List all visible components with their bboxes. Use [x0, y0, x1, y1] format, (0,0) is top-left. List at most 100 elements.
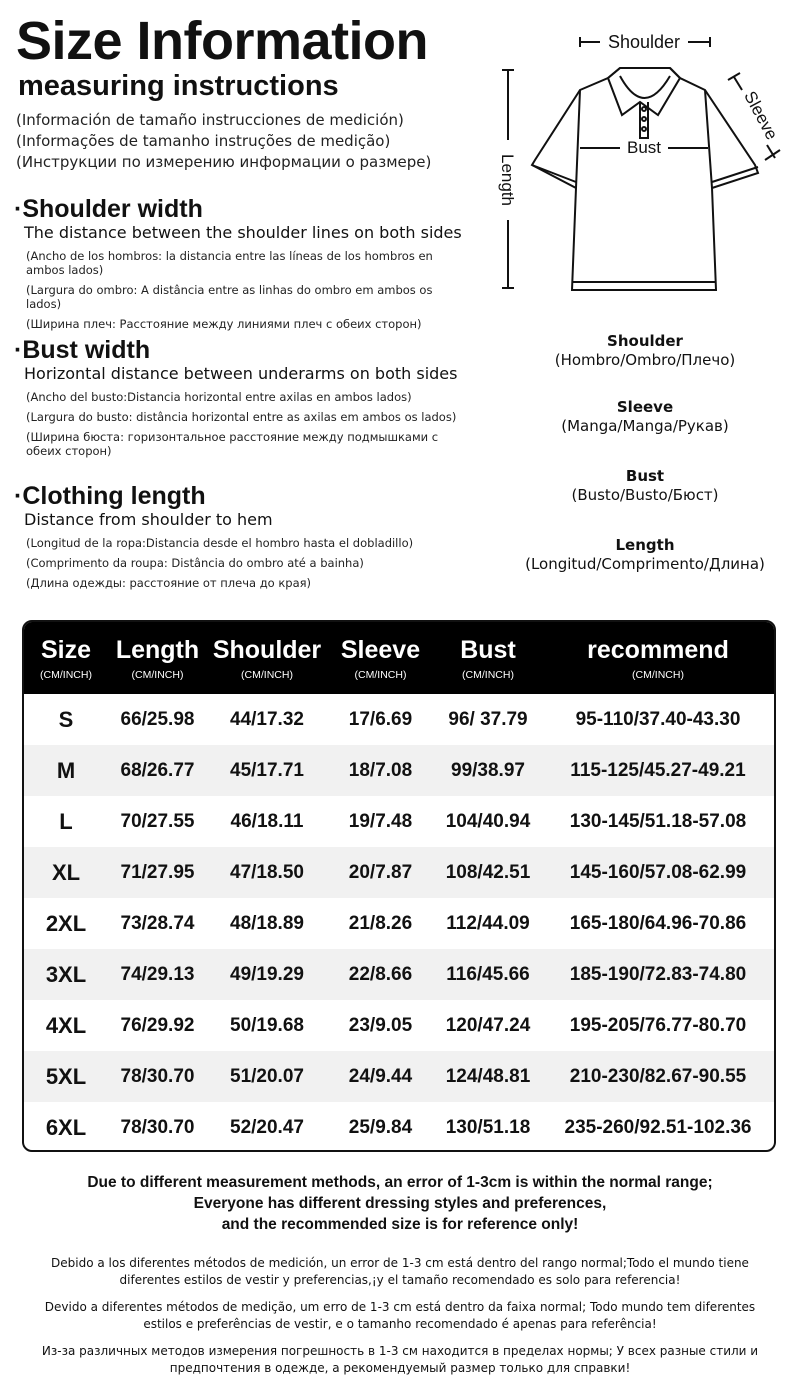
table-cell: 108/42.51	[445, 861, 531, 883]
section-tr-es: (Ancho de los hombros: la distancia entr…	[26, 249, 433, 277]
table-cell: 21/8.26	[348, 912, 413, 934]
section-title: ·Bust width	[14, 336, 151, 364]
table-cell: 112/44.09	[446, 912, 530, 934]
table-cell: 96/ 37.79	[448, 708, 528, 730]
section-desc: Distance from shoulder to hem	[24, 510, 273, 529]
note-en-1: Due to different measurement methods, an…	[87, 1174, 713, 1191]
table-cell: 73/28.74	[120, 912, 195, 934]
table-cell: 18/7.08	[348, 759, 413, 781]
column-header: recommend (CM/INCH)	[542, 636, 774, 681]
column-unit: (CM/INCH)	[632, 668, 684, 681]
column-title: Shoulder	[212, 635, 322, 664]
legend-name: Sleeve	[616, 398, 674, 416]
section-tr-pt: (Comprimento da roupa: Distância do ombr…	[26, 556, 364, 570]
table-cell: 104/40.94	[445, 810, 531, 832]
section-shoulder-width: ·Shoulder width The distance between the…	[14, 195, 464, 331]
size-cell: XL	[51, 859, 81, 885]
table-cell: 70/27.55	[120, 810, 195, 832]
size-cell: 4XL	[45, 1012, 87, 1038]
size-cell: L	[59, 808, 73, 834]
table-cell: 44/17.32	[230, 708, 304, 730]
column-unit: (CM/INCH)	[354, 668, 407, 681]
table-cell: 99/38.97	[451, 759, 525, 781]
table-cell: 115-125/45.27-49.21	[570, 759, 746, 781]
column-header: Sleeve (CM/INCH)	[327, 636, 434, 681]
subtitle-translations: (Información de tamaño instrucciones de …	[16, 110, 431, 173]
size-cell: S	[58, 706, 74, 732]
table-cell: 78/30.70	[120, 1065, 195, 1087]
table-row: S 66/25.98 44/17.32 17/6.69 96/ 37.79 95-110/…	[24, 694, 774, 745]
legend-length: Length (Longitud/Comprimento/Длина)	[500, 536, 790, 573]
table-cell: 51/20.07	[230, 1065, 304, 1087]
table-cell: 25/9.84	[348, 1116, 413, 1138]
section-tr-es: (Ancho del busto:Distancia horizontal en…	[26, 390, 412, 404]
table-cell: 95-110/37.40-43.30	[575, 708, 741, 730]
table-body: S 66/25.98 44/17.32 17/6.69 96/ 37.79 95-110/…	[24, 694, 774, 1150]
table-cell: 71/27.95	[120, 861, 195, 883]
table-row: M 68/26.77 45/17.71 18/7.08 99/38.97 115-125/…	[24, 745, 774, 796]
section-tr-es: (Longitud de la ropa:Distancia desde el …	[26, 536, 414, 550]
column-title: Sleeve	[340, 635, 421, 664]
table-cell: 48/18.89	[230, 912, 304, 934]
legend-sleeve: Sleeve (Manga/Manga/Рукав)	[500, 398, 790, 435]
note-en-3: and the recommended size is for referenc…	[221, 1216, 579, 1233]
polo-shirt-diagram: Shoulder Bust Length Sleeve	[498, 32, 781, 291]
table-cell: 22/8.66	[348, 963, 413, 985]
page-title: Size Information	[16, 11, 429, 71]
legend-translation: (Longitud/Comprimento/Длина)	[525, 555, 765, 573]
note-pt: Devido a diferentes métodos de medição, …	[44, 1300, 756, 1331]
table-row: XL 71/27.95 47/18.50 20/7.87 108/42.51 145-16…	[24, 847, 774, 898]
size-cell: 5XL	[45, 1063, 87, 1089]
column-title: recommend	[587, 635, 729, 664]
table-cell: 45/17.71	[230, 759, 304, 781]
section-tr-ru: (Длина одежды: расстояние от плеча до кр…	[26, 576, 312, 590]
section-title: ·Shoulder width	[14, 195, 203, 223]
column-title: Length	[115, 635, 200, 664]
table-row: 5XL 78/30.70 51/20.07 24/9.44 124/48.81 210-2…	[24, 1051, 774, 1102]
table-row: L 70/27.55 46/18.11 19/7.48 104/40.94 130-145…	[24, 796, 774, 847]
table-cell: 76/29.92	[120, 1014, 195, 1036]
table-cell: 17/6.69	[348, 708, 413, 730]
translation-pt: (Informações de tamanho instruções de me…	[16, 132, 391, 150]
legend-bust: Bust (Busto/Busto/Бюст)	[500, 467, 790, 504]
table-cell: 124/48.81	[445, 1065, 531, 1087]
length-label: Length	[498, 154, 517, 206]
column-header: Length (CM/INCH)	[108, 636, 207, 681]
table-row: 6XL 78/30.70 52/20.47 25/9.84 130/51.18 235-2…	[24, 1102, 774, 1150]
section-tr-pt: (Largura do busto: distância horizontal …	[26, 410, 457, 424]
table-cell: 74/29.13	[120, 963, 195, 985]
table-cell: 47/18.50	[230, 861, 304, 883]
note-en-2: Everyone has different dressing styles a…	[193, 1195, 607, 1212]
table-cell: 78/30.70	[120, 1116, 195, 1138]
table-cell: 49/19.29	[230, 963, 304, 985]
size-cell: 2XL	[45, 910, 87, 936]
column-header: Size (CM/INCH)	[24, 636, 108, 681]
section-tr-ru: (Ширина бюста: горизонтальное расстояние…	[26, 430, 439, 458]
size-cell: 6XL	[45, 1114, 87, 1140]
table-cell: 46/18.11	[230, 810, 304, 832]
table-cell: 165-180/64.96-70.86	[569, 912, 747, 934]
size-cell: 3XL	[45, 961, 87, 987]
column-title: Bust	[460, 635, 516, 664]
table-row: 4XL 76/29.92 50/19.68 23/9.05 120/47.24 195-2…	[24, 1000, 774, 1051]
table-row: 2XL 73/28.74 48/18.89 21/8.26 112/44.09 165-1…	[24, 898, 774, 949]
legend-shoulder: Shoulder (Hombro/Ombro/Плечо)	[500, 332, 790, 369]
legend-name: Shoulder	[607, 332, 683, 350]
column-title: Size	[40, 635, 92, 664]
table-cell: 20/7.87	[348, 861, 413, 883]
table-cell: 130-145/51.18-57.08	[569, 810, 747, 832]
table-cell: 120/47.24	[445, 1014, 531, 1036]
legend-name: Bust	[625, 467, 665, 485]
page-subtitle: measuring instructions	[18, 70, 339, 102]
table-cell: 185-190/72.83-74.80	[569, 963, 747, 985]
column-unit: (CM/INCH)	[462, 668, 514, 681]
table-header: Size (CM/INCH) Length (CM/INCH) Shoulder (CM/…	[24, 622, 774, 694]
table-cell: 195-205/76.77-80.70	[569, 1014, 747, 1036]
table-cell: 19/7.48	[348, 810, 413, 832]
table-cell: 68/26.77	[120, 759, 195, 781]
table-row: 3XL 74/29.13 49/19.29 22/8.66 116/45.66 185-1…	[24, 949, 774, 1000]
legend-translation: (Manga/Manga/Рукав)	[561, 417, 729, 435]
table-cell: 210-230/82.67-90.55	[569, 1065, 747, 1087]
legend-translation: (Hombro/Ombro/Плечо)	[554, 351, 736, 369]
table-cell: 52/20.47	[230, 1116, 304, 1138]
